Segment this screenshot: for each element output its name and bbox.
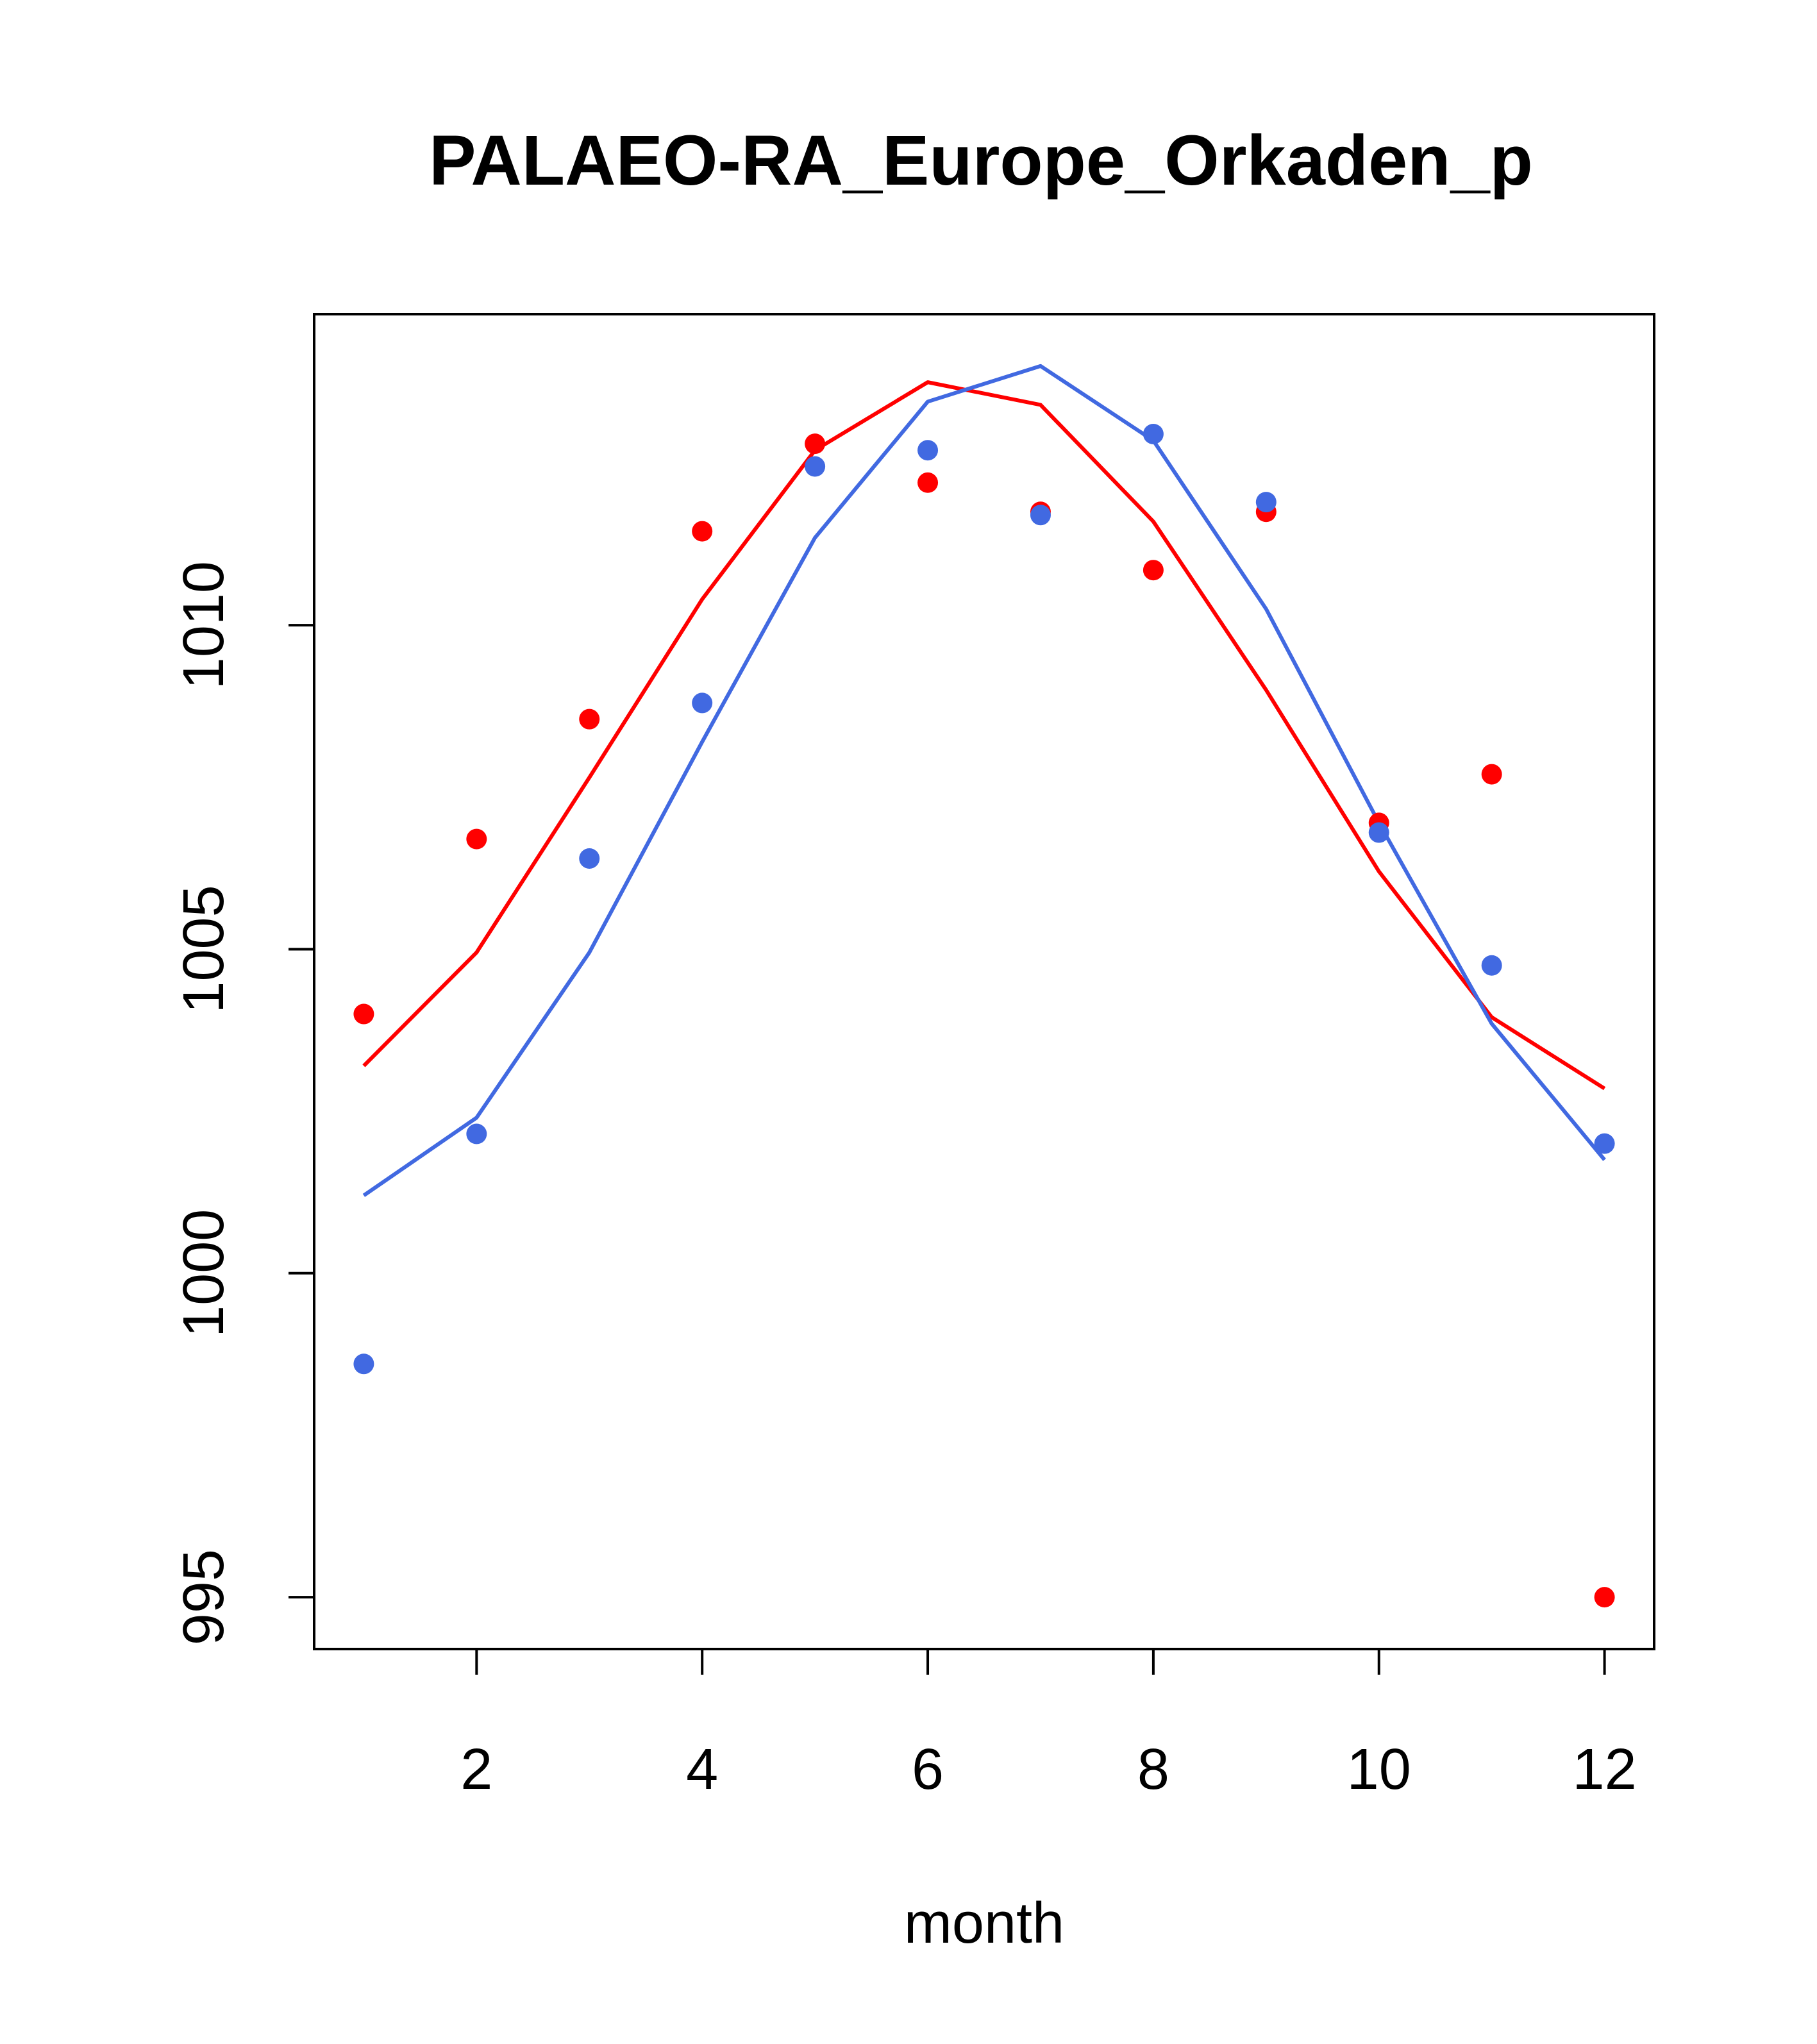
blue-line bbox=[362, 364, 1606, 1197]
red-line bbox=[362, 380, 1606, 1091]
red-point bbox=[692, 521, 713, 542]
blue-point bbox=[353, 1353, 374, 1375]
red-point bbox=[805, 433, 826, 455]
red-point bbox=[466, 828, 487, 850]
series-layer bbox=[353, 364, 1615, 1608]
x-tick-label: 4 bbox=[686, 1738, 718, 1802]
blue-point bbox=[1143, 423, 1164, 444]
y-tick-label: 1000 bbox=[172, 1209, 236, 1337]
blue-point bbox=[1030, 505, 1051, 526]
blue-point bbox=[917, 440, 939, 461]
red-point bbox=[579, 708, 600, 730]
red-point bbox=[1481, 764, 1502, 785]
red-point bbox=[1594, 1587, 1615, 1608]
blue-point bbox=[1368, 822, 1389, 843]
blue-point bbox=[579, 848, 600, 869]
blue-point bbox=[466, 1123, 487, 1144]
x-tick-label: 2 bbox=[460, 1738, 492, 1802]
red-point bbox=[353, 1003, 374, 1025]
blue-point bbox=[1481, 955, 1502, 976]
blue-point bbox=[692, 692, 713, 714]
x-tick-label: 12 bbox=[1573, 1738, 1637, 1802]
x-tick-label: 10 bbox=[1347, 1738, 1411, 1802]
red-point bbox=[1143, 560, 1164, 581]
red-point bbox=[917, 472, 939, 493]
y-axis: 995 1000 1005 1010 bbox=[172, 561, 315, 1645]
blue-point bbox=[1255, 492, 1277, 513]
blue-point bbox=[805, 456, 826, 477]
x-axis-label: month bbox=[904, 1891, 1064, 1956]
x-tick-label: 8 bbox=[1137, 1738, 1169, 1802]
chart-title: PALAEO-RA_Europe_Orkaden_p bbox=[429, 121, 1533, 200]
x-axis: 2 4 6 8 10 12 bbox=[460, 1648, 1637, 1802]
y-tick-label: 1010 bbox=[172, 561, 236, 689]
y-tick-label: 1005 bbox=[172, 885, 236, 1013]
y-tick-label: 995 bbox=[172, 1549, 236, 1645]
blue-point bbox=[1594, 1133, 1615, 1154]
x-tick-label: 6 bbox=[912, 1738, 944, 1802]
